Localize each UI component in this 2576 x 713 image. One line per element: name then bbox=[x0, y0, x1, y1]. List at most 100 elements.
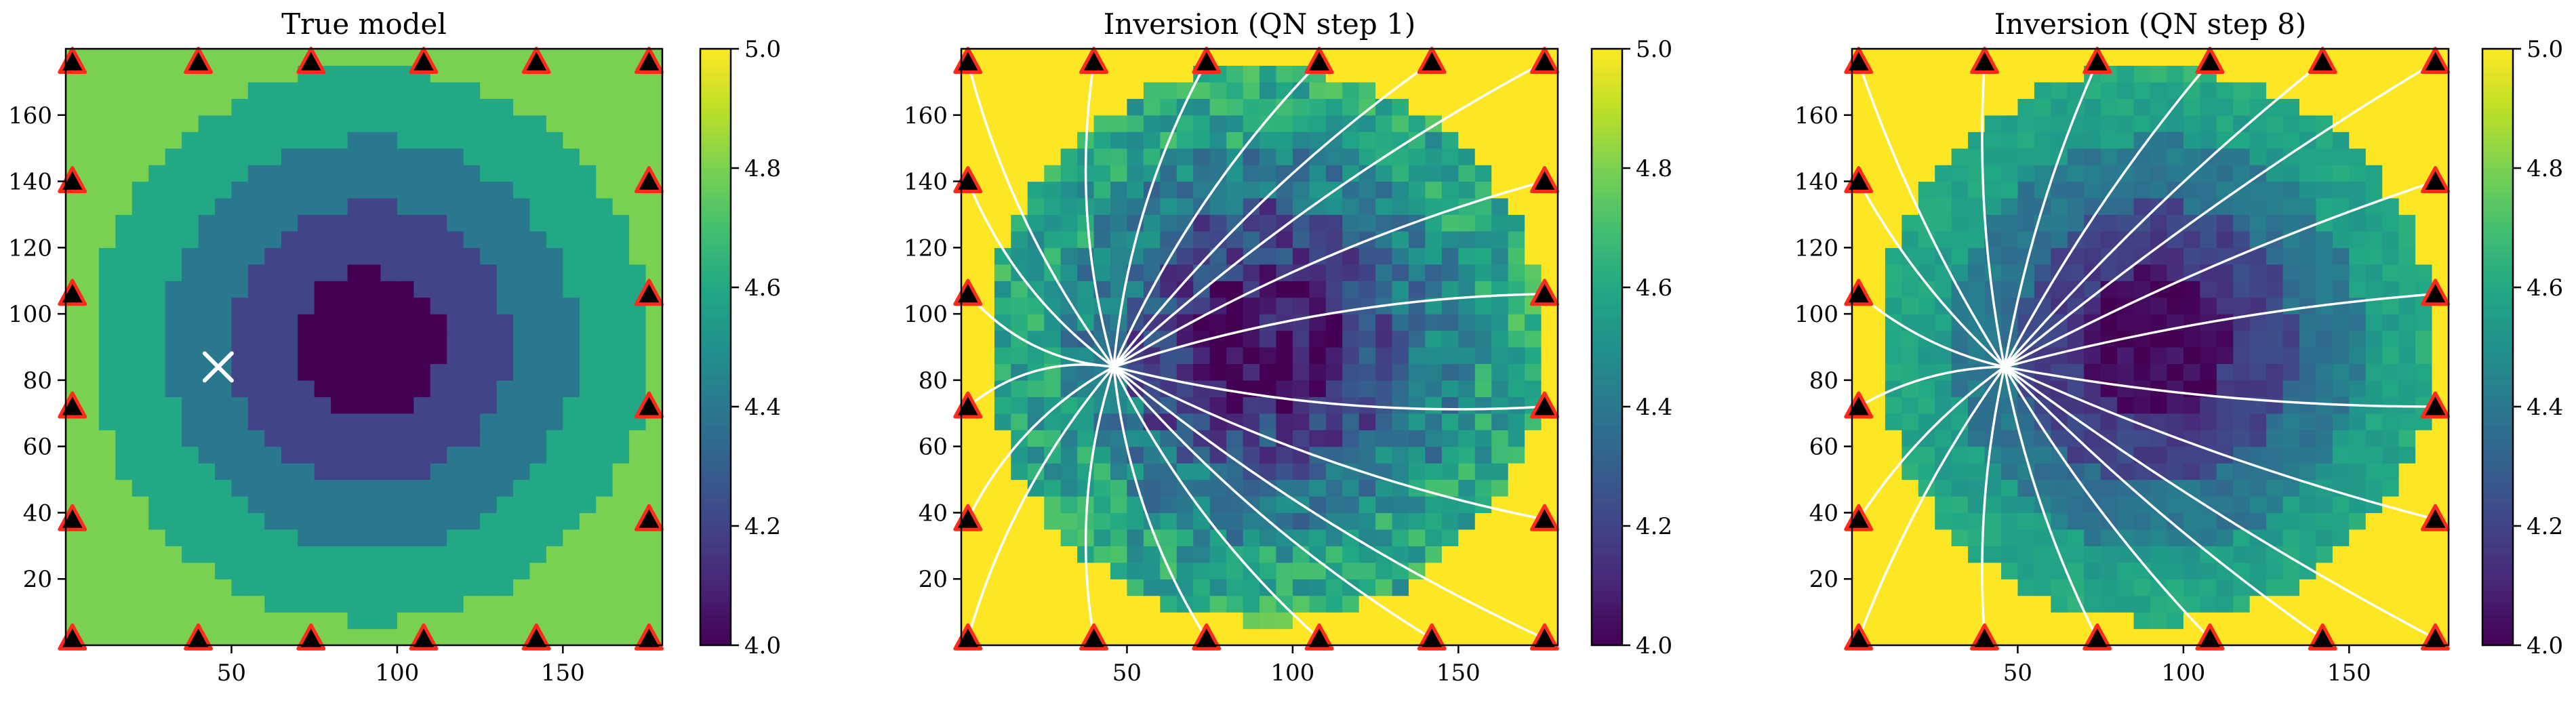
heatmap-cell bbox=[1276, 281, 1293, 298]
heatmap-cell bbox=[2183, 413, 2200, 430]
heatmap-cell bbox=[2233, 214, 2251, 232]
colorbar-segment bbox=[1592, 108, 1622, 115]
heatmap-cell bbox=[1901, 546, 1919, 563]
heatmap-cell bbox=[2051, 281, 2068, 298]
y-tick-label: 80 bbox=[919, 367, 948, 394]
heatmap-cell bbox=[994, 363, 1011, 381]
heatmap-cell bbox=[978, 264, 995, 281]
heatmap-cell bbox=[298, 479, 315, 497]
ray-path bbox=[1112, 365, 1546, 640]
heatmap-cell bbox=[380, 612, 398, 630]
heatmap-cell bbox=[596, 479, 613, 497]
colorbar-segment bbox=[2482, 508, 2513, 515]
receiver-triangle-icon bbox=[2308, 623, 2337, 651]
heatmap-cell bbox=[1309, 214, 1327, 232]
heatmap-cell bbox=[1918, 396, 1935, 414]
heatmap-cell bbox=[2282, 98, 2300, 116]
heatmap-cell bbox=[1359, 512, 1376, 530]
heatmap-cell bbox=[596, 115, 613, 132]
heatmap-cell bbox=[264, 628, 282, 646]
colorbar-segment bbox=[1592, 436, 1622, 443]
heatmap-cell bbox=[1011, 247, 1028, 265]
heatmap-cell bbox=[1359, 430, 1376, 447]
colorbar-segment bbox=[2482, 520, 2513, 527]
heatmap-cell bbox=[496, 281, 514, 298]
heatmap-cell bbox=[231, 247, 249, 265]
heatmap-cell bbox=[596, 314, 613, 331]
heatmap-cell bbox=[1260, 314, 1277, 331]
heatmap-cell bbox=[563, 529, 580, 546]
heatmap-cell bbox=[463, 131, 481, 149]
heatmap-cell bbox=[1852, 546, 1870, 563]
heatmap-cell bbox=[1491, 214, 1509, 232]
heatmap-cell bbox=[281, 430, 298, 447]
heatmap-cell bbox=[2200, 181, 2217, 199]
colorbar-segment bbox=[700, 388, 731, 396]
heatmap-cell bbox=[1309, 81, 1327, 99]
colorbar-segment bbox=[700, 394, 731, 401]
heatmap-cell bbox=[1243, 98, 1260, 116]
heatmap-cell bbox=[2365, 281, 2383, 298]
heatmap-cell bbox=[298, 330, 315, 348]
heatmap-cell bbox=[546, 413, 563, 430]
heatmap-cell bbox=[1127, 81, 1144, 99]
heatmap-cell bbox=[1525, 230, 1542, 248]
heatmap-cell bbox=[1541, 230, 1558, 248]
heatmap-cell bbox=[1060, 281, 1078, 298]
heatmap-cell bbox=[1226, 347, 1244, 365]
heatmap-cell bbox=[546, 198, 563, 216]
heatmap-cell bbox=[1260, 264, 1277, 281]
heatmap-cell bbox=[347, 479, 365, 497]
heatmap-cell bbox=[380, 347, 398, 365]
heatmap-cell bbox=[1011, 380, 1028, 397]
heatmap-cell bbox=[1525, 314, 1542, 331]
heatmap-cell bbox=[1226, 595, 1244, 613]
heatmap-cell bbox=[645, 579, 663, 596]
colorbar-segment bbox=[700, 203, 731, 211]
heatmap-cell bbox=[2150, 546, 2168, 563]
heatmap-cell bbox=[463, 579, 481, 596]
heatmap-cell bbox=[247, 496, 265, 514]
colorbar-segment bbox=[700, 281, 731, 288]
heatmap-cell bbox=[2067, 148, 2085, 165]
heatmap-cell bbox=[1160, 198, 1178, 216]
heatmap-cell bbox=[2382, 380, 2400, 397]
colorbar-segment bbox=[1592, 615, 1622, 622]
ray-path bbox=[2004, 365, 2436, 521]
heatmap-cell bbox=[529, 512, 547, 530]
heatmap-cell bbox=[1044, 612, 1062, 630]
heatmap-cell bbox=[2216, 98, 2234, 116]
x-tick-label: 50 bbox=[217, 659, 246, 687]
heatmap-cell bbox=[182, 230, 199, 248]
heatmap-cell bbox=[2100, 562, 2118, 579]
heatmap-cell bbox=[563, 230, 580, 248]
heatmap-cell bbox=[1918, 529, 1935, 546]
heatmap-cell bbox=[645, 446, 663, 464]
heatmap-cell bbox=[1342, 628, 1360, 646]
colorbar-segment bbox=[2482, 102, 2513, 109]
heatmap-cell bbox=[331, 98, 348, 116]
heatmap-cell bbox=[1359, 628, 1376, 646]
heatmap-cell bbox=[994, 396, 1011, 414]
heatmap-cell bbox=[2117, 247, 2135, 265]
heatmap-cell bbox=[612, 562, 630, 579]
heatmap-cell bbox=[480, 131, 498, 149]
heatmap-cell bbox=[1901, 214, 1919, 232]
heatmap-cell bbox=[1458, 49, 1476, 66]
heatmap-cell bbox=[447, 247, 464, 265]
heatmap-cell bbox=[1968, 230, 1986, 248]
heatmap-cell bbox=[165, 281, 182, 298]
colorbar-segment bbox=[700, 544, 731, 550]
heatmap-cell bbox=[314, 446, 331, 464]
heatmap-cell bbox=[1209, 363, 1227, 381]
heatmap-cell bbox=[2415, 479, 2433, 497]
heatmap-cell bbox=[978, 546, 995, 563]
heatmap-cell bbox=[198, 579, 216, 596]
heatmap-cell bbox=[1525, 562, 1542, 579]
heatmap-cell bbox=[496, 347, 514, 365]
heatmap-cell bbox=[1011, 148, 1028, 165]
y-tick-label: 160 bbox=[1794, 102, 1838, 129]
heatmap-cell bbox=[1176, 98, 1194, 116]
heatmap-cell bbox=[463, 347, 481, 365]
colorbar-segment bbox=[1592, 359, 1622, 366]
